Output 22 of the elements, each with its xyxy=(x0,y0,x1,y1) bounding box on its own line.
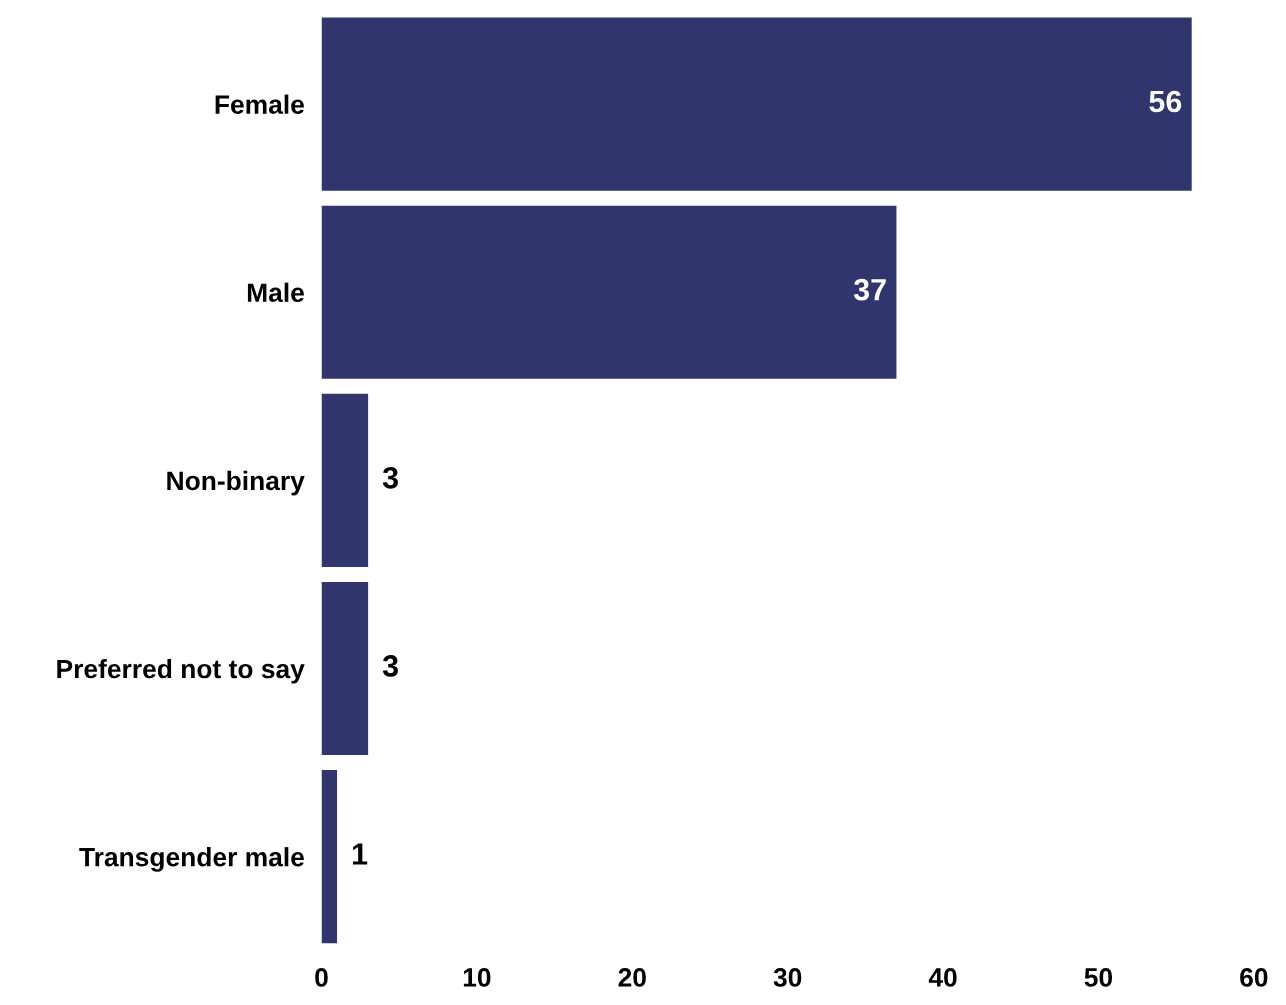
bar xyxy=(321,770,338,944)
y-tick-label: Male xyxy=(247,282,304,303)
x-tick-label: 40 xyxy=(928,968,957,987)
x-tick-label: 60 xyxy=(1240,968,1268,987)
x-tick-label: 30 xyxy=(773,968,802,987)
x-tick-label: 0 xyxy=(315,968,328,987)
y-tick-label: Female xyxy=(215,94,304,114)
data-label: 37 xyxy=(853,278,886,301)
data-label: 3 xyxy=(382,466,398,489)
y-tick-label: Transgender male xyxy=(79,847,304,872)
data-label: 1 xyxy=(352,843,368,865)
bar xyxy=(321,393,369,567)
data-label: 56 xyxy=(1149,90,1182,113)
y-tick-label: Non-binary xyxy=(167,470,305,496)
data-label: 3 xyxy=(382,655,398,677)
bar xyxy=(321,17,1192,191)
x-tick-label: 20 xyxy=(618,968,646,987)
y-tick-label: Preferred not to say xyxy=(57,658,305,684)
x-tick-label: 10 xyxy=(463,968,491,987)
bar xyxy=(321,205,897,379)
bar xyxy=(321,581,369,756)
x-tick-label: 50 xyxy=(1084,968,1113,987)
